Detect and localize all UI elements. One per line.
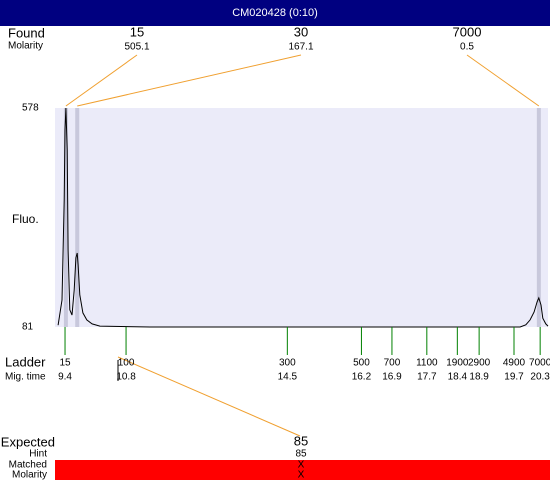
ladder-size: 300 bbox=[279, 358, 296, 369]
found-molarity: 505.1 bbox=[124, 42, 149, 53]
found-label: Found bbox=[8, 25, 45, 40]
ladder-size: 1100 bbox=[416, 358, 438, 369]
found-size: 15 bbox=[130, 24, 144, 39]
ladder-label: Ladder bbox=[5, 354, 46, 369]
ladder-time: 16.2 bbox=[352, 372, 372, 383]
expected-connector bbox=[117, 356, 301, 437]
found-molarity: 167.1 bbox=[288, 42, 313, 53]
peak-connector bbox=[77, 54, 302, 107]
y-tick-label: 578 bbox=[22, 103, 39, 114]
peak-connector bbox=[466, 54, 540, 107]
peak-connector bbox=[65, 54, 138, 107]
ladder-time: 16.9 bbox=[382, 372, 402, 383]
peak-marker bbox=[75, 108, 80, 327]
expected-row-label: Molarity bbox=[12, 470, 47, 480]
ladder-size: 500 bbox=[353, 358, 370, 369]
found-size: 30 bbox=[294, 24, 308, 39]
ladder-time: 9.4 bbox=[58, 372, 72, 383]
ladder-time: 17.7 bbox=[417, 372, 437, 383]
expected-row-value: 85 bbox=[295, 449, 307, 460]
ladder-size: 15 bbox=[59, 358, 71, 369]
found-sublabel: Molarity bbox=[8, 41, 43, 52]
match-bar bbox=[55, 460, 550, 480]
peak-marker bbox=[536, 108, 541, 327]
y-label: Fluo. bbox=[12, 212, 39, 226]
y-tick-label: 81 bbox=[22, 322, 34, 333]
header-bar bbox=[0, 0, 550, 26]
ladder-size: 7000 bbox=[529, 358, 550, 369]
ladder-size: 4900 bbox=[503, 358, 526, 369]
trace bbox=[57, 107, 549, 328]
ladder-time: 10.8 bbox=[116, 372, 136, 383]
expected-row-label: Matched bbox=[9, 460, 47, 471]
ladder-time: 19.7 bbox=[504, 372, 524, 383]
ladder-size: 100 bbox=[118, 358, 135, 369]
expected-row-value: X bbox=[298, 460, 305, 471]
ladder-time: 20.3 bbox=[530, 372, 550, 383]
ladder-time: 18.4 bbox=[448, 372, 468, 383]
expected-row-label: Hint bbox=[29, 449, 47, 460]
found-molarity: 0.5 bbox=[460, 42, 474, 53]
expected-size: 85 bbox=[294, 433, 308, 448]
ladder-time: 14.5 bbox=[278, 372, 298, 383]
found-size: 7000 bbox=[453, 24, 482, 39]
expected-label: Expected bbox=[1, 434, 55, 449]
peak-marker bbox=[63, 108, 68, 327]
ladder-size: 2900 bbox=[468, 358, 491, 369]
ladder-size: 700 bbox=[384, 358, 401, 369]
ladder-size: 1900 bbox=[446, 358, 469, 369]
expected-row-value: X bbox=[298, 470, 305, 480]
header-title: CM020428 (0:10) bbox=[232, 7, 318, 19]
ladder-time: 18.9 bbox=[469, 372, 489, 383]
ladder-sublabel: Mig. time bbox=[5, 372, 46, 383]
plot-area bbox=[55, 108, 548, 327]
